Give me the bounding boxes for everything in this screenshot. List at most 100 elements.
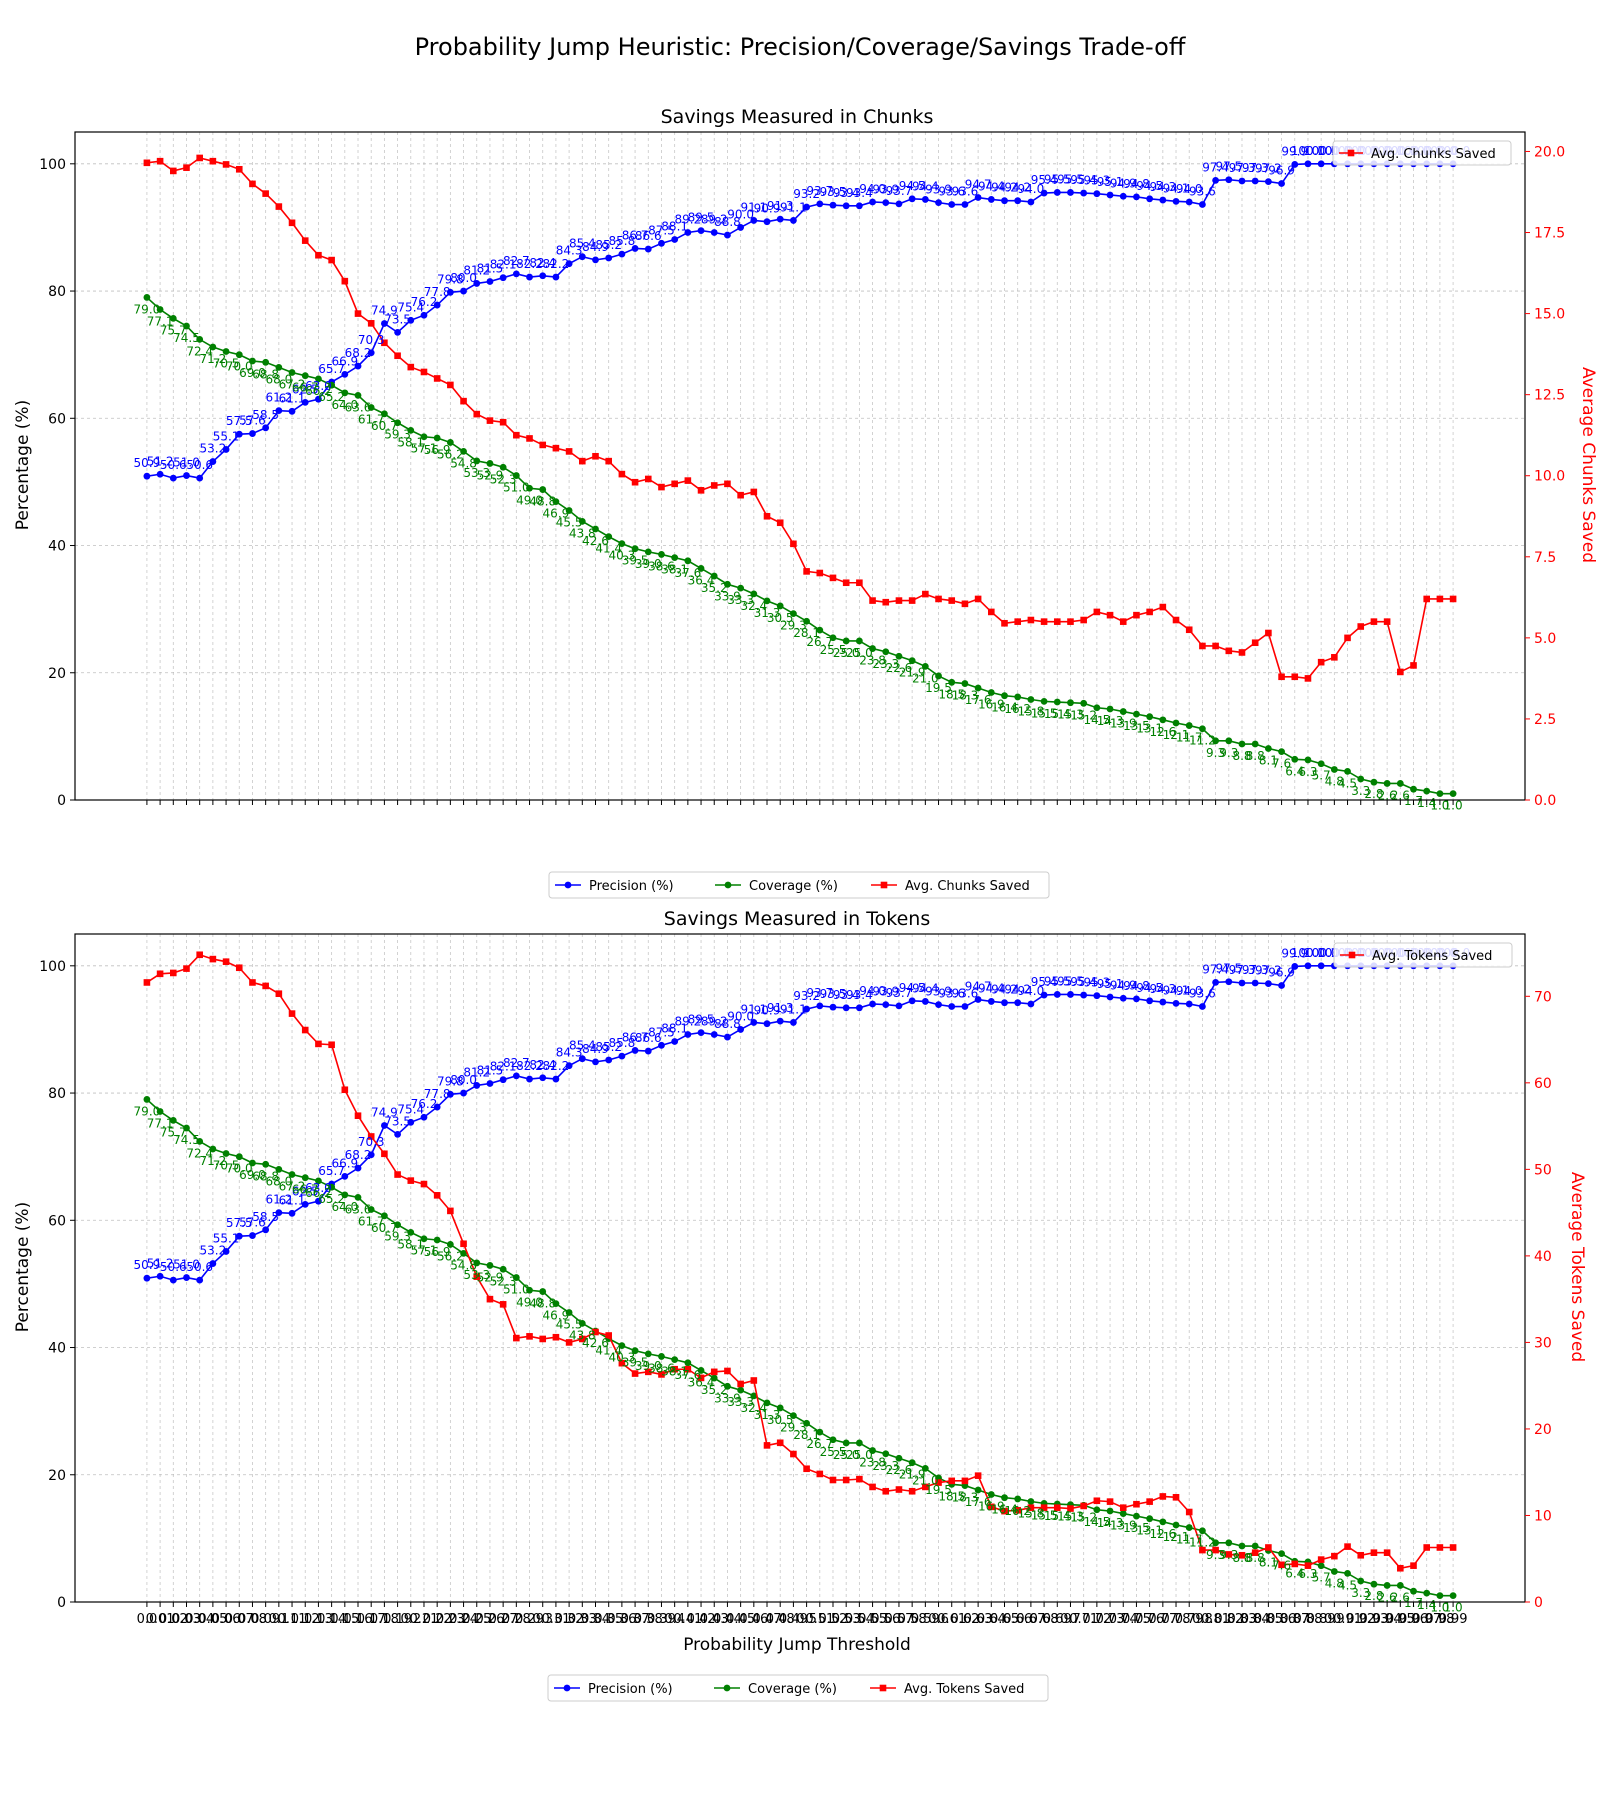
tokens-precision-point bbox=[1212, 978, 1220, 986]
chunks-savings-point bbox=[1014, 618, 1021, 625]
tokens-savings-point bbox=[235, 964, 243, 972]
chunks-coverage-point bbox=[1291, 755, 1299, 763]
tokens-precision-data-label: 97.5 bbox=[1215, 962, 1242, 976]
tokens-coverage-point bbox=[143, 1096, 151, 1103]
tokens-coverage-point bbox=[658, 1353, 665, 1360]
chunks-coverage-point bbox=[1014, 693, 1022, 701]
chunks-coverage-data-label: 15.2 bbox=[1070, 708, 1097, 722]
chunks-coverage-data-label: 77.1 bbox=[147, 314, 174, 328]
tokens-coverage-point bbox=[1106, 1507, 1114, 1515]
chunks-coverage-data-label: 19.5 bbox=[925, 681, 952, 695]
chunks-precision-data-label: 50.9 bbox=[134, 456, 161, 470]
tokens-precision-data-label: 94.1 bbox=[1163, 983, 1190, 997]
tokens-x-tick-label: 0.3 bbox=[532, 1612, 553, 1627]
tokens-x-tick-label: 0.23 bbox=[436, 1612, 465, 1627]
tokens-coverage-data-label: 12.1 bbox=[1163, 1530, 1190, 1544]
tokens-precision-point bbox=[710, 1031, 718, 1038]
chunks-coverage-point bbox=[1053, 698, 1061, 706]
chunks-savings-point bbox=[1423, 595, 1431, 603]
chunks-precision-point bbox=[407, 316, 415, 324]
chunks-precision-data-label: 89.2 bbox=[701, 213, 728, 227]
tokens-coverage-data-label: 6.3 bbox=[1298, 1567, 1317, 1581]
tokens-savings-point bbox=[803, 1465, 810, 1473]
tokens-precision-point bbox=[1225, 978, 1233, 986]
chunks-coverage-point bbox=[1133, 710, 1140, 718]
chunks-coverage-line bbox=[146, 296, 1454, 795]
tokens-savings-point bbox=[750, 1377, 758, 1384]
tokens-precision-point bbox=[921, 998, 929, 1005]
chunks-savings-point bbox=[1080, 616, 1087, 624]
chunks-coverage-data-label: 38.1 bbox=[661, 563, 688, 577]
tokens-x-tick-label: 0.56 bbox=[871, 1612, 900, 1627]
chunks-precision-point bbox=[1119, 192, 1127, 200]
tokens-coverage-point bbox=[499, 1265, 507, 1273]
chunks-coverage-data-label: 39.5 bbox=[622, 554, 649, 568]
chunks-coverage-data-label: 70.5 bbox=[213, 356, 240, 370]
tokens-precision-data-label: 93.6 bbox=[1189, 987, 1216, 1001]
tokens-coverage-data-label: 69.0 bbox=[239, 1168, 266, 1182]
chunks-coverage-data-label: 1.0 bbox=[1430, 799, 1449, 813]
tokens-coverage-data-label: 39.5 bbox=[622, 1356, 649, 1370]
tokens-coverage-data-label: 16.2 bbox=[1004, 1504, 1031, 1518]
tokens-coverage-point bbox=[552, 1300, 560, 1308]
tokens-savings-point bbox=[1053, 1504, 1061, 1511]
tokens-x-tick-label: 0.01 bbox=[146, 1612, 175, 1627]
tokens-coverage-data-label: 68.8 bbox=[252, 1169, 279, 1183]
chunks-coverage-point bbox=[222, 348, 230, 355]
tokens-coverage-point bbox=[776, 1404, 784, 1412]
tokens-precision-data-label: 94.5 bbox=[899, 981, 926, 995]
tokens-precision-data-label: 93.2 bbox=[793, 989, 820, 1003]
chunks-coverage-point bbox=[499, 463, 507, 471]
tokens-precision-point bbox=[209, 1260, 217, 1267]
tokens-precision-data-label: 84.9 bbox=[582, 1042, 609, 1056]
chunks-left-axis-label: Percentage (%) bbox=[13, 400, 33, 530]
tokens-savings-point bbox=[1251, 1549, 1259, 1556]
chunks-coverage-data-label: 9.3 bbox=[1219, 746, 1238, 760]
tokens-x-tick-label: 0.81 bbox=[1201, 1612, 1230, 1627]
tokens-coverage-point bbox=[526, 1286, 533, 1294]
chunks-savings-point bbox=[262, 190, 269, 197]
chunks-precision-data-label: 94.5 bbox=[899, 179, 926, 193]
chunks-coverage-point bbox=[1159, 716, 1167, 724]
tokens-precision-data-label: 51.0 bbox=[173, 1258, 200, 1272]
chunks-savings-point bbox=[1146, 608, 1153, 616]
tokens-savings-point bbox=[183, 965, 190, 972]
tokens-precision-point bbox=[974, 996, 982, 1003]
tokens-precision-point bbox=[446, 1090, 454, 1098]
tokens-savings-point bbox=[1040, 1504, 1048, 1511]
tokens-precision-point bbox=[1264, 980, 1272, 988]
chunks-precision-point bbox=[380, 320, 388, 327]
chunks-coverage-point bbox=[908, 657, 916, 665]
tokens-coverage-data-label: 66.2 bbox=[305, 1186, 332, 1200]
tokens-coverage-data-label: 8.8 bbox=[1246, 1551, 1265, 1565]
chunks-coverage-point bbox=[1106, 705, 1114, 713]
tokens-coverage-point bbox=[1436, 1592, 1444, 1600]
chunks-right-tick-label: 0.0 bbox=[1534, 793, 1556, 809]
chunks-precision-point bbox=[526, 273, 533, 281]
tokens-coverage-data-label: 52.9 bbox=[477, 1270, 504, 1284]
chunks-coverage-point bbox=[288, 369, 296, 376]
chunks-precision-data-label: 99.9 bbox=[1281, 144, 1308, 158]
chunks-savings-point bbox=[790, 540, 797, 548]
tokens-precision-data-label: 94.7 bbox=[965, 980, 992, 994]
chunks-coverage-point bbox=[605, 533, 613, 541]
tokens-outer-legend-box bbox=[547, 1674, 1049, 1702]
tokens-precision-data-label: 94.9 bbox=[1110, 978, 1137, 992]
tokens-x-tick-label: 0.79 bbox=[1175, 1612, 1204, 1627]
chunks-savings-point bbox=[209, 157, 217, 165]
tokens-coverage-point bbox=[1251, 1542, 1259, 1550]
chunks-coverage-point bbox=[328, 381, 336, 389]
chunks-coverage-data-label: 79.0 bbox=[134, 302, 161, 316]
tokens-x-tick-label: 0.49 bbox=[779, 1612, 808, 1627]
chunks-coverage-point bbox=[539, 486, 547, 493]
tokens-savings-point bbox=[447, 1207, 454, 1215]
tokens-savings-point bbox=[526, 1333, 533, 1340]
tokens-x-tick-label: 0.63 bbox=[964, 1612, 993, 1627]
tokens-savings-point bbox=[776, 1439, 784, 1447]
tokens-x-tick-label: 0.67 bbox=[1016, 1612, 1045, 1627]
tokens-coverage-data-label: 38.6 bbox=[648, 1361, 675, 1375]
tokens-x-tick-label: 0.04 bbox=[185, 1612, 214, 1627]
chunks-precision-data-label: 84.9 bbox=[582, 240, 609, 254]
chunks-precision-point bbox=[1053, 189, 1061, 196]
tokens-x-tick-label: 0.06 bbox=[212, 1612, 241, 1627]
